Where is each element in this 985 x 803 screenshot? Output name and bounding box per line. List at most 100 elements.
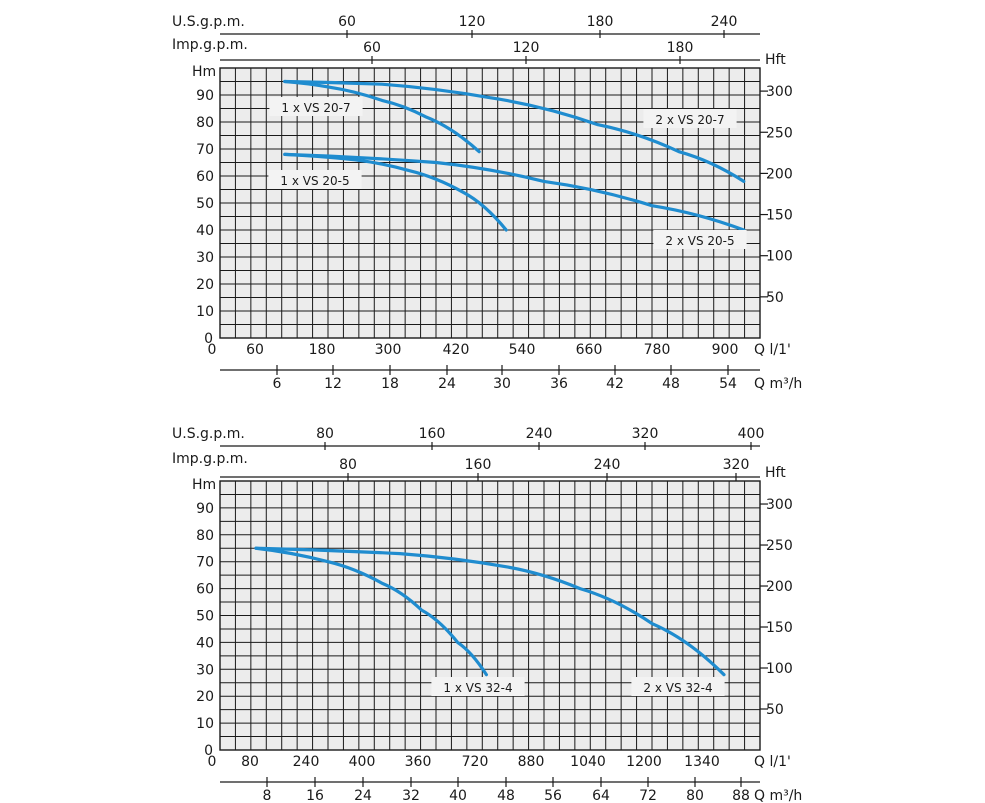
head-m-tick-label: 40 bbox=[196, 223, 214, 239]
usgpm-tick-label: 240 bbox=[526, 426, 553, 442]
impgpm-tick-label: 60 bbox=[363, 40, 381, 56]
flow-m3h-tick-label: 42 bbox=[606, 376, 624, 392]
flow-m3h-tick-label: 16 bbox=[306, 788, 324, 803]
flow-m3h-tick-label: 56 bbox=[544, 788, 562, 803]
flow-lpm-tick-label: 300 bbox=[375, 342, 402, 358]
series-label: 1 x VS 20-7 bbox=[281, 101, 350, 115]
head-m-tick-label: 30 bbox=[196, 662, 214, 678]
series-label-box bbox=[631, 677, 725, 696]
series-curve bbox=[283, 79, 746, 183]
head-m-tick-label: 0 bbox=[204, 331, 213, 347]
series-curve bbox=[254, 546, 488, 677]
flow-m3h-tick-label: 80 bbox=[686, 788, 704, 803]
flow-lpm-tick-label: 360 bbox=[405, 754, 432, 770]
series-label: 2 x VS 20-5 bbox=[665, 234, 734, 248]
flow-lpm-tick-label: 240 bbox=[293, 754, 320, 770]
flow-m3h-tick-label: 8 bbox=[263, 788, 272, 803]
head-ft-tick-label: 250 bbox=[766, 125, 793, 141]
head-m-tick-label: 90 bbox=[196, 88, 214, 104]
flow-lpm-tick-label: 1040 bbox=[570, 754, 606, 770]
usgpm-tick-label: 160 bbox=[419, 426, 446, 442]
head-ft-axis-title: Hft bbox=[765, 52, 786, 68]
head-ft-tick-label: 50 bbox=[766, 290, 784, 306]
head-m-tick-label: 80 bbox=[196, 528, 214, 544]
flow-m3h-tick-label: 64 bbox=[592, 788, 610, 803]
flow-lpm-tick-label: 60 bbox=[246, 342, 264, 358]
flow-lpm-tick-label: 420 bbox=[443, 342, 470, 358]
series-label-box bbox=[653, 230, 747, 249]
head-ft-tick-label: 300 bbox=[766, 84, 793, 100]
impgpm-tick-label: 80 bbox=[339, 457, 357, 473]
head-ft-tick-label: 250 bbox=[766, 538, 793, 554]
series-curve bbox=[283, 79, 481, 154]
series-curve bbox=[283, 152, 746, 232]
impgpm-axis-title: Imp.g.p.m. bbox=[172, 37, 248, 53]
plot-frame bbox=[219, 67, 761, 339]
flow-m3h-tick-label: 72 bbox=[639, 788, 657, 803]
usgpm-tick-label: 60 bbox=[338, 14, 356, 30]
flow-lpm-tick-label: 1340 bbox=[684, 754, 720, 770]
head-ft-tick-label: 300 bbox=[766, 497, 793, 513]
flow-m3h-tick-label: 32 bbox=[402, 788, 420, 803]
head-m-tick-label: 60 bbox=[196, 169, 214, 185]
series-label-box bbox=[431, 677, 525, 696]
flow-lpm-tick-label: 900 bbox=[712, 342, 739, 358]
flow-m3h-tick-label: 48 bbox=[497, 788, 515, 803]
impgpm-axis-title: Imp.g.p.m. bbox=[172, 451, 248, 467]
usgpm-tick-label: 120 bbox=[459, 14, 486, 30]
head-m-tick-label: 50 bbox=[196, 609, 214, 625]
impgpm-tick-label: 180 bbox=[667, 40, 694, 56]
series-label: 2 x VS 20-7 bbox=[655, 113, 724, 127]
plot-frame bbox=[219, 480, 761, 751]
head-m-axis-title: Hm bbox=[192, 64, 216, 80]
flow-m3h-tick-label: 12 bbox=[324, 376, 342, 392]
head-m-tick-label: 50 bbox=[196, 196, 214, 212]
head-m-tick-label: 0 bbox=[204, 743, 213, 759]
series-label-box bbox=[269, 97, 363, 116]
series-label-box bbox=[268, 170, 362, 189]
usgpm-axis-title: U.S.g.p.m. bbox=[172, 14, 245, 30]
head-ft-tick-label: 50 bbox=[766, 702, 784, 718]
head-m-tick-label: 60 bbox=[196, 582, 214, 598]
head-m-axis-title: Hm bbox=[192, 477, 216, 493]
head-m-tick-label: 10 bbox=[196, 716, 214, 732]
impgpm-tick-label: 240 bbox=[594, 457, 621, 473]
impgpm-tick-label: 120 bbox=[513, 40, 540, 56]
head-ft-tick-label: 150 bbox=[766, 208, 793, 224]
flow-m3h-tick-label: 6 bbox=[273, 376, 282, 392]
head-m-tick-label: 10 bbox=[196, 304, 214, 320]
flow-lpm-tick-label: 660 bbox=[576, 342, 603, 358]
head-m-tick-label: 90 bbox=[196, 501, 214, 517]
flow-m3h-tick-label: 88 bbox=[732, 788, 750, 803]
flow-lpm-axis-title: Q l/1' bbox=[754, 754, 791, 770]
flow-m3h-axis-title: Q m³/h bbox=[754, 788, 802, 803]
head-m-tick-label: 40 bbox=[196, 635, 214, 651]
flow-m3h-axis-title: Q m³/h bbox=[754, 376, 802, 392]
series-label: 1 x VS 32-4 bbox=[443, 681, 512, 695]
head-m-tick-label: 20 bbox=[196, 277, 214, 293]
head-m-tick-label: 30 bbox=[196, 250, 214, 266]
flow-lpm-tick-label: 720 bbox=[462, 754, 489, 770]
flow-lpm-tick-label: 80 bbox=[241, 754, 259, 770]
head-m-tick-label: 70 bbox=[196, 142, 214, 158]
flow-lpm-tick-label: 180 bbox=[309, 342, 336, 358]
flow-m3h-tick-label: 36 bbox=[550, 376, 568, 392]
flow-lpm-tick-label: 780 bbox=[644, 342, 671, 358]
series-label: 1 x VS 20-5 bbox=[280, 174, 349, 188]
flow-lpm-axis-title: Q l/1' bbox=[754, 342, 791, 358]
flow-lpm-tick-label: 880 bbox=[518, 754, 545, 770]
head-ft-tick-label: 200 bbox=[766, 579, 793, 595]
usgpm-tick-label: 400 bbox=[738, 426, 765, 442]
flow-lpm-zero: 0 bbox=[208, 342, 217, 358]
usgpm-tick-label: 180 bbox=[587, 14, 614, 30]
head-m-tick-label: 20 bbox=[196, 689, 214, 705]
flow-m3h-tick-label: 18 bbox=[381, 376, 399, 392]
head-ft-axis-title: Hft bbox=[765, 465, 786, 481]
flow-m3h-tick-label: 54 bbox=[719, 376, 737, 392]
flow-lpm-zero: 0 bbox=[208, 754, 217, 770]
flow-m3h-tick-label: 40 bbox=[449, 788, 467, 803]
flow-m3h-tick-label: 48 bbox=[662, 376, 680, 392]
flow-lpm-tick-label: 1200 bbox=[626, 754, 662, 770]
